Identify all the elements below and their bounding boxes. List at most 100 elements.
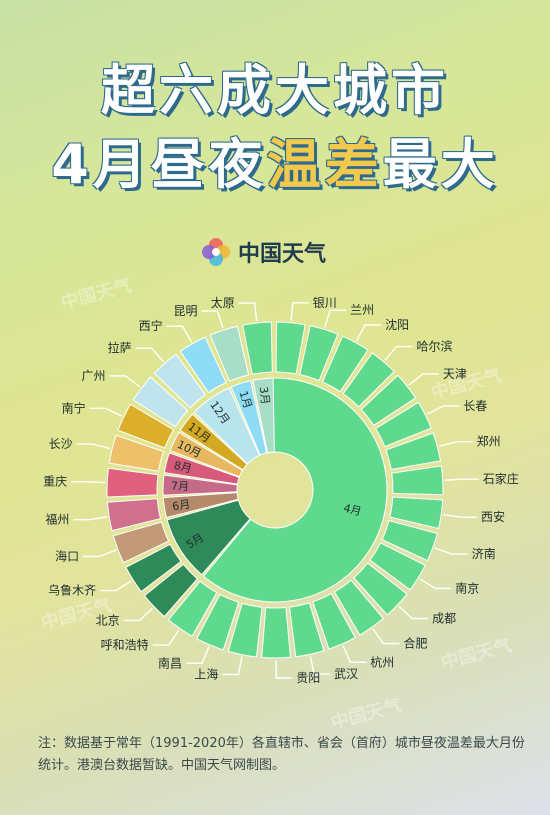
outer-ring-slice	[275, 321, 306, 375]
city-label: 哈尔滨	[416, 339, 452, 354]
outer-ring-slice	[143, 563, 199, 618]
outer-ring-slice	[153, 353, 207, 409]
city-label: 上海	[194, 666, 218, 681]
city-label: 西宁	[139, 318, 163, 333]
outer-ring-slice	[321, 335, 369, 393]
title-highlight-wen: 温	[266, 133, 325, 196]
leader-line	[419, 578, 452, 590]
leader-line	[76, 443, 111, 450]
city-label: 银川	[313, 296, 337, 310]
leader-line	[443, 513, 478, 518]
leader-line	[408, 373, 439, 386]
city-label: 成都	[432, 612, 456, 626]
city-label: 武汉	[334, 667, 358, 681]
leader-line	[89, 407, 123, 417]
title-line-2-part-a: 4月昼夜	[51, 133, 267, 196]
outer-ring-slice	[179, 336, 227, 394]
leader-line	[275, 659, 293, 679]
city-label: 长春	[463, 399, 487, 413]
outer-ring-slice	[112, 521, 170, 564]
outer-ring-slice	[242, 321, 273, 375]
outer-ring-slice	[167, 580, 218, 637]
inner-ring-slice	[193, 387, 261, 465]
city-label: 石家庄	[483, 471, 519, 486]
city-label: 贵阳	[296, 671, 320, 685]
leader-line	[222, 656, 243, 676]
city-label: 南宁	[62, 400, 86, 415]
leader-line	[290, 302, 309, 321]
outer-ring-slice	[289, 602, 325, 658]
city-label: 昆明	[173, 304, 197, 318]
outer-ring-slice	[391, 465, 444, 496]
leader-line	[71, 481, 106, 484]
outer-ring-slice	[375, 401, 432, 448]
leader-line	[166, 325, 193, 343]
outer-ring-slice	[227, 602, 263, 658]
month-label: 8月	[172, 459, 193, 476]
leader-line	[324, 309, 347, 328]
city-label: 广州	[82, 369, 106, 383]
inner-ring-slice	[169, 431, 244, 478]
outer-ring-slice	[261, 606, 292, 659]
outer-ring-slice	[299, 325, 339, 382]
title-line-2: 4月昼夜温差最大	[0, 120, 550, 199]
leader-line	[439, 440, 473, 447]
city-label: 合肥	[403, 636, 427, 651]
city-label: 长沙	[49, 437, 73, 451]
city-label: 济南	[472, 546, 496, 561]
leader-line	[309, 656, 331, 675]
city-label: 乌鲁木齐	[48, 583, 96, 598]
outer-ring-slice	[196, 593, 240, 651]
outer-ring-slice	[381, 519, 438, 562]
city-label: 南京	[455, 580, 479, 595]
leader-line	[83, 549, 117, 558]
inner-ring-slice	[230, 380, 268, 456]
leader-line	[100, 580, 132, 592]
leader-line	[152, 629, 180, 646]
brand-logo-icon	[202, 238, 230, 266]
inner-ring-slice	[179, 413, 248, 471]
outer-ring-slice	[209, 325, 250, 382]
leader-line	[109, 375, 141, 388]
leader-line	[444, 478, 479, 481]
inner-ring-slice	[162, 474, 238, 496]
city-label: 拉萨	[108, 340, 132, 355]
leader-line	[186, 646, 210, 664]
title-line-1: 超六成大城市	[101, 59, 449, 122]
inner-ring-slice	[163, 452, 240, 485]
month-label: 1月	[237, 389, 255, 410]
city-label: 呼和浩特	[101, 637, 149, 652]
month-label: 6月	[171, 498, 191, 514]
brand: 中国天气	[200, 236, 326, 268]
outer-ring-slice	[389, 496, 444, 530]
city-label: 福州	[45, 512, 69, 527]
city-label: 郑州	[477, 434, 501, 449]
inner-ring-slice	[162, 492, 239, 519]
outer-ring-slice	[132, 376, 189, 428]
month-label: 3月	[257, 386, 272, 405]
inner-ring-slice	[252, 377, 275, 454]
month-label: 7月	[171, 479, 190, 493]
footnote: 注：数据基于常年（1991-2020年）各直辖市、省会（首府）城市昼夜温差最大月…	[38, 736, 525, 773]
outer-ring-slice	[125, 543, 182, 593]
city-label: 兰州	[350, 303, 374, 317]
city-label: 沈阳	[385, 317, 409, 332]
city-label: 天津	[443, 367, 467, 381]
leader-line	[135, 347, 164, 363]
city-label: 西安	[481, 509, 505, 524]
outer-ring-slice	[117, 403, 175, 449]
donut-hole	[237, 452, 313, 528]
leader-line	[238, 302, 258, 322]
leader-line	[123, 607, 154, 622]
city-label: 太原	[211, 295, 235, 310]
city-label: 北京	[96, 613, 120, 627]
leader-line	[384, 345, 413, 361]
brand-name: 中国天气	[238, 242, 327, 267]
leader-line	[342, 645, 367, 663]
leader-line	[73, 516, 108, 521]
leader-line	[355, 324, 382, 342]
city-label: 重庆	[43, 475, 67, 489]
title-line-2-part-d: 最大	[382, 133, 499, 196]
leader-line	[372, 628, 400, 645]
